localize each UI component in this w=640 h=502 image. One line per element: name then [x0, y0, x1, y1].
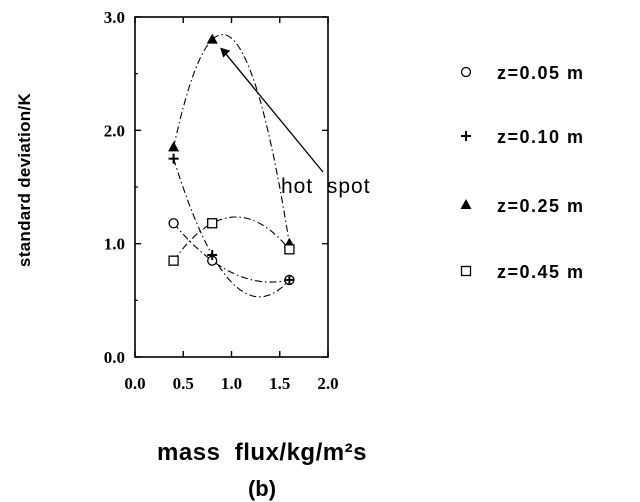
data-point-circle — [460, 66, 472, 78]
data-point-square — [168, 255, 179, 266]
legend: z=0.05 m z=0.10 m z=0.25 m z=0.45 m — [460, 63, 585, 282]
x-tick-label: 1.5 — [269, 374, 290, 393]
panel-label: (b) — [248, 476, 276, 501]
legend-label: z=0.05 m — [497, 63, 585, 83]
legend-item: z=0.05 m — [460, 63, 585, 83]
data-point-plus — [207, 250, 218, 260]
data-markers-layer — [168, 33, 295, 286]
legend-label: z=0.25 m — [497, 196, 585, 216]
y-axis-label: standard deviation/K — [15, 93, 34, 268]
legend-label: z=0.10 m — [497, 127, 585, 147]
data-point-plus — [461, 131, 471, 141]
data-point-circle — [168, 218, 179, 229]
data-point-plus — [284, 274, 295, 285]
data-point-triangle — [206, 33, 218, 44]
hot-spot-arrow — [220, 47, 324, 173]
x-axis-label: mass flux/kg/m²s — [157, 439, 367, 466]
legend-item: z=0.25 m — [460, 196, 585, 216]
data-point-plus — [168, 153, 179, 164]
fit-curve — [173, 158, 290, 298]
y-tick-label: 1.0 — [104, 235, 125, 254]
fit-curve — [173, 216, 290, 262]
legend-label: z=0.45 m — [497, 262, 585, 282]
arrow-shaft — [222, 50, 324, 173]
y-tick-label: 2.0 — [104, 121, 125, 140]
fit-curves-layer — [173, 34, 290, 298]
x-tick-label: 0.5 — [173, 374, 194, 393]
hot-spot-annotation: hot spot — [281, 175, 371, 198]
x-tick-label: 2.0 — [317, 374, 338, 393]
x-tick-label: 0.0 — [124, 374, 145, 393]
y-tick-label: 3.0 — [104, 8, 125, 27]
data-point-square — [460, 265, 472, 277]
fit-curve — [173, 34, 290, 244]
data-point-triangle — [460, 199, 472, 209]
legend-item: z=0.10 m — [461, 127, 585, 147]
arrow-head — [220, 47, 231, 58]
y-tick-label: 0.0 — [104, 348, 125, 367]
data-point-triangle — [168, 141, 180, 152]
data-point-square — [207, 218, 218, 229]
fit-curve — [173, 222, 290, 283]
data-point-square — [284, 244, 295, 255]
axis-ticks-layer: 0.0 0.5 1.0 1.5 2.0 0.0 1.0 2.0 3.0 — [104, 8, 339, 393]
legend-item: z=0.45 m — [460, 262, 585, 282]
x-tick-label: 1.0 — [221, 374, 242, 393]
